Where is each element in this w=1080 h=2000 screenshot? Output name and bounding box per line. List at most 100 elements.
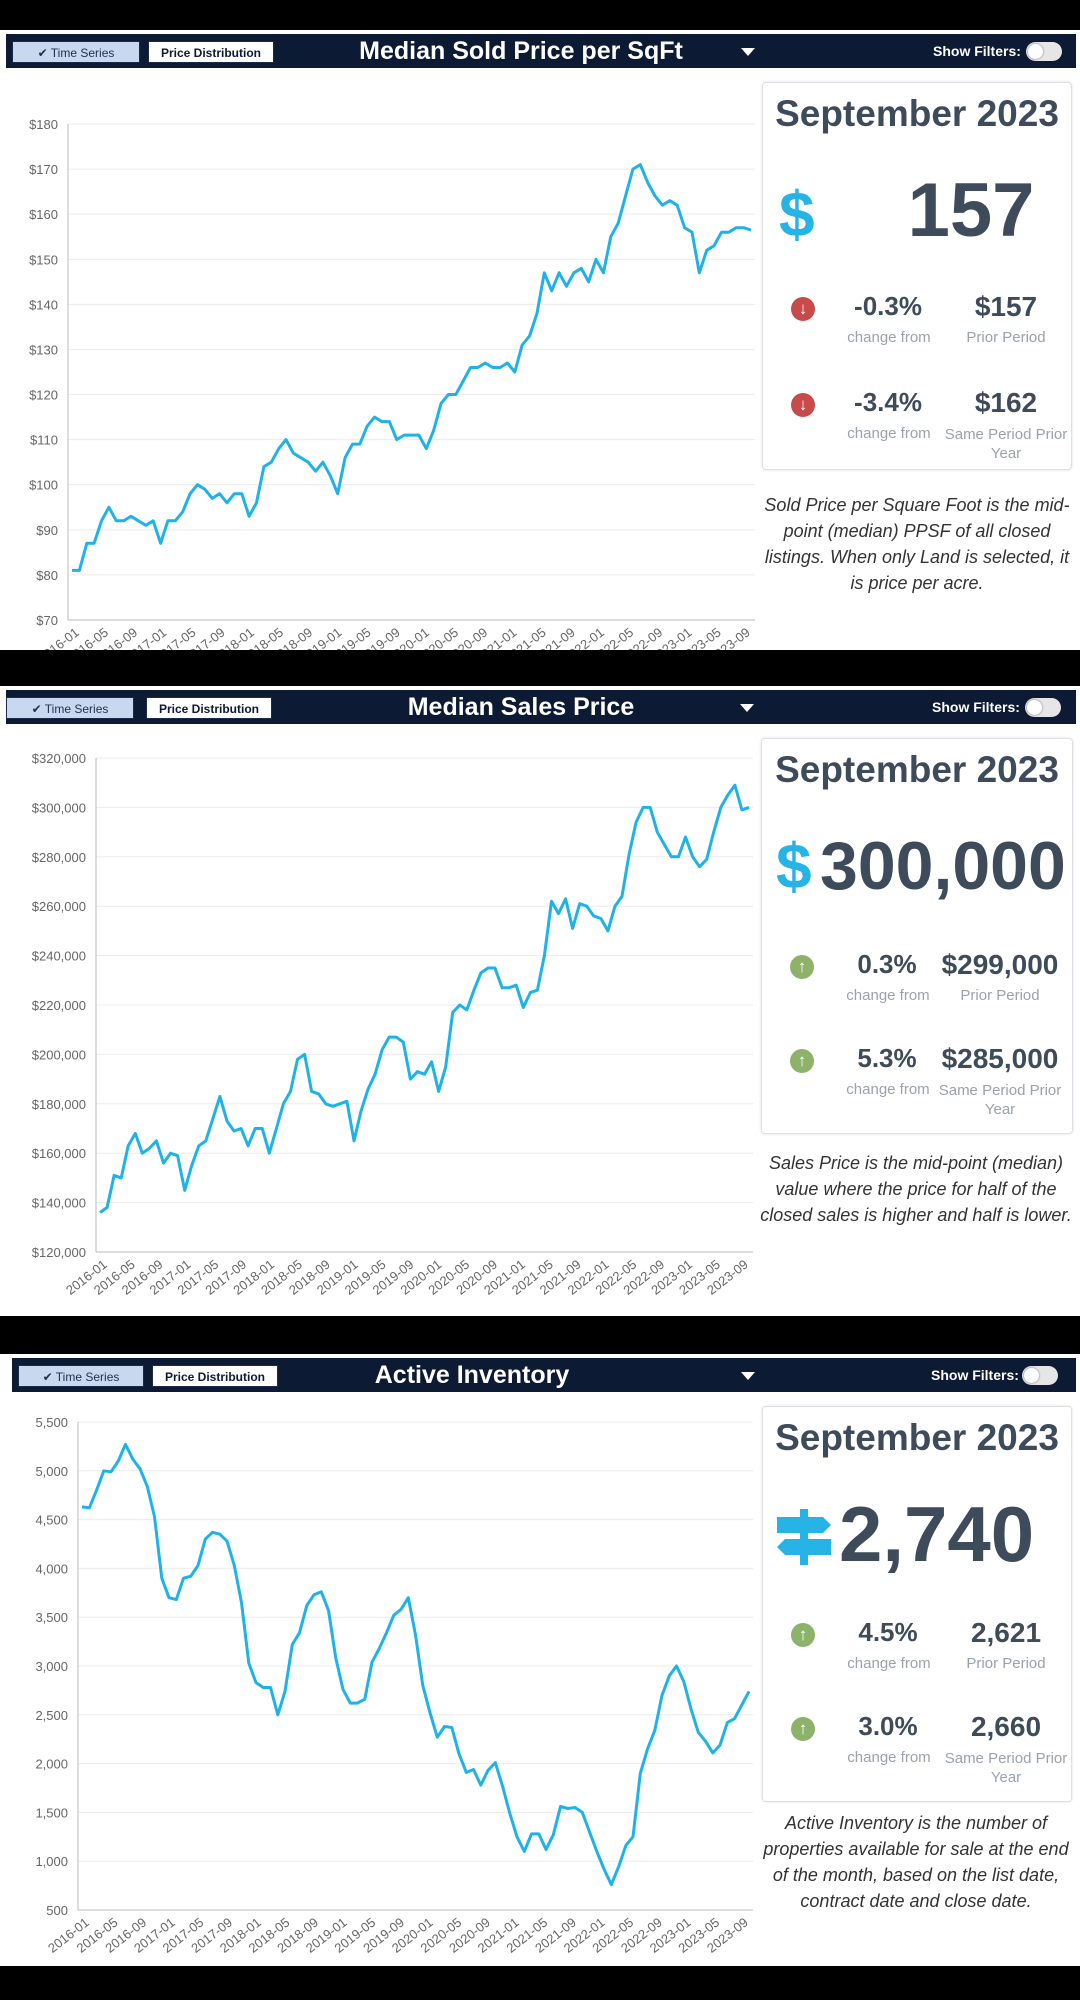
compare-value: 2,660: [970, 1711, 1042, 1742]
tab-time-series[interactable]: ✔ Time Series: [12, 41, 140, 63]
compare-label: Prior Period: [966, 1655, 1046, 1672]
y-tick-label: $200,000: [32, 1047, 86, 1062]
y-tick-label: 500: [46, 1903, 68, 1918]
change-pct: 3.0%: [858, 1711, 918, 1741]
show-filters-toggle[interactable]: [1022, 1366, 1058, 1385]
chart-description: Sales Price is the mid-point (median) va…: [760, 1153, 1072, 1225]
compare-value: $157: [974, 291, 1038, 322]
compare-label: Prior Period: [960, 987, 1040, 1004]
change-pct: -3.4%: [854, 387, 922, 417]
y-tick-label: 3,500: [35, 1610, 68, 1625]
change-pct: 4.5%: [858, 1617, 918, 1647]
title-dropdown-chevron-down-icon[interactable]: [740, 704, 754, 712]
period-label: September 2023: [775, 749, 1059, 790]
title-dropdown-chevron-down-icon[interactable]: [741, 48, 755, 56]
y-tick-label: $90: [36, 523, 58, 538]
change-pct: 5.3%: [857, 1043, 917, 1073]
chart-description: Active Inventory is the number of proper…: [763, 1813, 1069, 1911]
tab-price-distribution[interactable]: Price Distribution: [148, 41, 274, 63]
dollar-icon: $: [776, 830, 812, 902]
line-chart: 500 1,000 1,500 2,000 2,500 3,000 3,500 4,000 4,…: [35, 1415, 753, 1956]
change-from-label: change from: [846, 987, 930, 1004]
change-pct: 0.3%: [857, 949, 917, 979]
panel-title: Active Inventory: [374, 1361, 570, 1389]
series-line[interactable]: [99, 783, 750, 1214]
y-tick-label: $280,000: [32, 850, 86, 865]
summary-card: September 2023 $ 300,000 ↑ 0.3% change f…: [761, 738, 1073, 1134]
y-tick-label: $160: [29, 207, 58, 222]
headline-value: 2,740: [839, 1490, 1035, 1578]
show-filters-label: Show Filters:: [931, 1367, 1019, 1383]
change-pct: -0.3%: [854, 291, 922, 321]
tab-price-distribution[interactable]: Price Distribution: [152, 1365, 278, 1387]
panel-price-per-sqft: ✔ Time Series Price Distribution Median …: [0, 30, 1080, 650]
y-tick-label: $140: [29, 297, 58, 312]
compare-label: Same Period Prior Year: [944, 1750, 1068, 1786]
toggle-knob: [1024, 1368, 1039, 1383]
compare-value: $299,000: [941, 949, 1059, 980]
y-tick-label: $220,000: [32, 998, 86, 1013]
y-tick-label: 1,500: [35, 1805, 68, 1820]
chart-description: Sold Price per Square Foot is the mid-po…: [764, 495, 1070, 593]
signpost-icon: [775, 1507, 833, 1567]
arrow-up-icon: ↑: [790, 1049, 814, 1073]
change-from-label: change from: [847, 1749, 931, 1766]
toggle-knob: [1028, 44, 1043, 59]
panel-header: ✔ Time Series Price Distribution Median …: [6, 34, 1076, 68]
compare-label: Same Period Prior Year: [938, 1082, 1062, 1118]
tab-price-distribution[interactable]: Price Distribution: [146, 697, 272, 719]
y-tick-label: $260,000: [32, 899, 86, 914]
y-tick-label: $180: [29, 117, 58, 132]
dollar-icon: $: [779, 178, 815, 250]
panel-header: ✔ Time Series Price Distribution Active …: [12, 1358, 1076, 1392]
headline-value: 157: [907, 168, 1035, 253]
y-tick-label: $300,000: [32, 800, 86, 815]
arrow-up-icon: ↑: [791, 1623, 815, 1647]
tab-time-series[interactable]: ✔ Time Series: [18, 1365, 144, 1387]
y-tick-label: $240,000: [32, 949, 86, 964]
y-tick-label: $180,000: [32, 1097, 86, 1112]
y-tick-label: $100: [29, 478, 58, 493]
compare-value: $285,000: [941, 1043, 1059, 1074]
tab-time-series-label: Time Series: [50, 46, 115, 60]
summary-card: September 2023 2,740 ↑ 4.5% change from …: [762, 1406, 1072, 1802]
title-dropdown-chevron-down-icon[interactable]: [741, 1372, 755, 1380]
y-tick-label: 2,000: [35, 1757, 68, 1772]
panel-title: Median Sold Price per SqFt: [359, 37, 683, 65]
line-chart: $120,000 $140,000 $160,000 $180,000 $200,000…: [32, 751, 753, 1298]
tab-time-series-label: Time Series: [55, 1370, 120, 1384]
line-chart: $70 $80 $90 $100 $110 $120 $130 $140 $150 $160 $17…: [29, 117, 755, 650]
y-tick-label: $80: [36, 568, 58, 583]
change-from-label: change from: [846, 1081, 930, 1098]
panel-header: ✔ Time Series Price Distribution Median …: [6, 690, 1076, 724]
tab-time-series[interactable]: ✔ Time Series: [6, 697, 134, 719]
series-line[interactable]: [81, 1442, 751, 1887]
arrow-up-icon: ↑: [791, 1717, 815, 1741]
y-tick-label: 4,000: [35, 1561, 68, 1576]
y-tick-label: $160,000: [32, 1146, 86, 1161]
y-tick-label: $320,000: [32, 751, 86, 766]
summary-card: September 2023 $ 157 ↓ -0.3% change from…: [762, 82, 1072, 470]
panel-title: Median Sales Price: [407, 693, 635, 721]
change-from-label: change from: [847, 329, 931, 346]
y-tick-label: 4,500: [35, 1513, 68, 1528]
change-from-label: change from: [847, 425, 931, 442]
period-label: September 2023: [775, 1417, 1059, 1458]
show-filters-label: Show Filters:: [932, 699, 1020, 715]
y-tick-label: $170: [29, 162, 58, 177]
headline-value: 300,000: [820, 828, 1066, 904]
compare-label: Same Period Prior Year: [944, 426, 1068, 462]
y-tick-label: 5,000: [35, 1464, 68, 1479]
period-label: September 2023: [775, 93, 1059, 134]
show-filters-toggle[interactable]: [1025, 698, 1061, 717]
show-filters-toggle[interactable]: [1026, 42, 1062, 61]
arrow-up-icon: ↑: [790, 955, 814, 979]
change-from-label: change from: [847, 1655, 931, 1672]
y-tick-label: 5,500: [35, 1415, 68, 1430]
arrow-down-icon: ↓: [791, 393, 815, 417]
panel-active-inventory: ✔ Time Series Price Distribution Active …: [0, 1354, 1080, 1966]
panel-median-sales-price: ✔ Time Series Price Distribution Median …: [0, 686, 1080, 1316]
y-tick-label: $120: [29, 388, 58, 403]
y-tick-label: $140,000: [32, 1196, 86, 1211]
series-line[interactable]: [72, 163, 752, 572]
